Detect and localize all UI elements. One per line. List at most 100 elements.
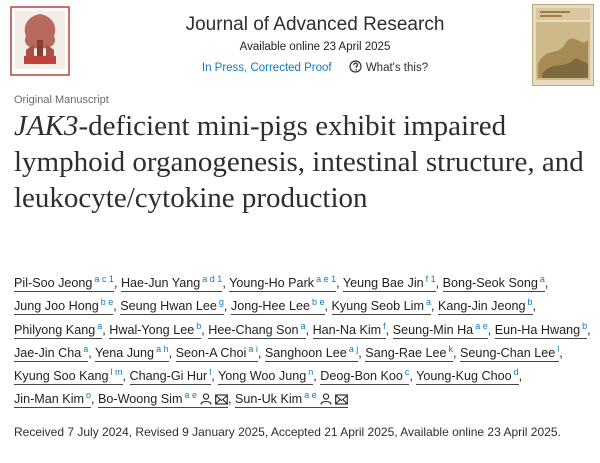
author-name: Deog-Bon Koo: [320, 369, 403, 384]
author: Chang-Gi Hur l,: [129, 368, 215, 386]
article-dates: Received 7 July 2024, Revised 9 January …: [14, 425, 561, 439]
author-name: Sang-Rae Lee: [365, 345, 447, 360]
publisher-logo[interactable]: [10, 6, 70, 76]
icon-shape: [202, 393, 210, 401]
author-name: Jae-Jin Cha: [14, 345, 82, 360]
author-name: Pil-Soo Jeong: [14, 276, 93, 290]
author: Jung Joo Hong b e,: [14, 297, 117, 316]
author-link[interactable]: Jong-Hee Lee b e: [230, 298, 325, 316]
author-link[interactable]: Young-Ho Park a e 1: [229, 274, 337, 292]
author: Philyong Kang a,: [14, 320, 106, 339]
author-affiliation: a: [97, 320, 103, 331]
separator: ,: [409, 369, 413, 384]
author-affiliation: k: [448, 343, 454, 354]
separator: ,: [305, 322, 310, 337]
author-name: Jung Joo Hong: [14, 299, 99, 314]
separator: ,: [91, 392, 95, 407]
author-link[interactable]: Seung-Chan Lee l: [460, 343, 560, 362]
author-name: Jong-Hee Lee: [230, 299, 311, 314]
author: Kyung Soo Kang l m,: [14, 367, 127, 386]
journal-cover[interactable]: [532, 4, 594, 86]
author-name: Seung-Min Ha: [392, 322, 474, 337]
author-link[interactable]: Kyung Seob Lim a: [331, 298, 431, 316]
author-link[interactable]: Deog-Bon Koo c: [320, 368, 410, 386]
author: Sun-Uk Kim a e: [234, 391, 348, 409]
author-link[interactable]: Philyong Kang a: [14, 320, 103, 339]
author-link[interactable]: Hee-Chang Son a: [208, 321, 306, 339]
author-link[interactable]: Yong Woo Jung n: [218, 368, 314, 386]
separator: ,: [122, 369, 127, 384]
separator: ,: [385, 322, 390, 337]
separator: ,: [487, 322, 492, 337]
author-link[interactable]: Yena Jung a h: [95, 343, 169, 362]
author-name: Bo-Woong Sim: [98, 392, 183, 407]
title-italic: JAK3: [14, 110, 79, 142]
author: Yeung Bae Jin f 1,: [342, 275, 439, 292]
separator: ,: [453, 345, 457, 360]
author-affiliation: a: [83, 343, 89, 354]
title-text: -deficient mini-pigs exhibit impaired ly…: [14, 110, 584, 214]
journal-title[interactable]: Journal of Advanced Research: [185, 14, 445, 35]
author-affiliation: a d 1: [202, 274, 223, 284]
author-name: Hee-Chang Son: [208, 322, 299, 337]
author-link[interactable]: Sanghoon Lee a j: [264, 343, 359, 362]
mail-icon[interactable]: [334, 394, 348, 406]
icon-shape: [215, 395, 228, 405]
author-name: Han-Na Kim: [312, 322, 382, 337]
author-link[interactable]: Han-Na Kim f: [312, 321, 386, 339]
author-link[interactable]: Pil-Soo Jeong a c 1: [14, 275, 114, 292]
author-link[interactable]: Bo-Woong Sim a e: [98, 390, 228, 409]
author-link[interactable]: Jung Joo Hong b e: [14, 297, 114, 316]
author-name: Seon-A Choi: [175, 345, 247, 360]
author-link[interactable]: Eun-Ha Hwang b: [494, 321, 588, 339]
author: Kang-Jin Jeong b,: [437, 298, 536, 316]
author-link[interactable]: Seon-A Choi a i: [175, 344, 258, 362]
author-affiliation: a e: [184, 390, 197, 401]
author-link[interactable]: Sun-Uk Kim a e: [234, 391, 348, 409]
author: Seung-Chan Lee l,: [460, 343, 563, 362]
separator: ,: [113, 276, 118, 290]
separator: ,: [201, 322, 205, 337]
person-icon[interactable]: [200, 393, 212, 406]
author-link[interactable]: Chang-Gi Hur l: [129, 368, 212, 386]
author-affiliation: a h: [156, 343, 169, 354]
author-link[interactable]: Seung-Min Ha a e: [392, 321, 488, 339]
author-link[interactable]: Jin-Man Kim o: [14, 391, 91, 409]
author: Pil-Soo Jeong a c 1,: [14, 275, 118, 292]
author-link[interactable]: Hae-Jun Yang a d 1: [120, 274, 223, 292]
separator: ,: [113, 299, 117, 314]
author-name: Chang-Gi Hur: [129, 369, 208, 384]
author: Seung-Min Ha a e,: [392, 321, 492, 339]
mail-icon[interactable]: [215, 394, 228, 406]
author-link[interactable]: Young-Kug Choo d: [416, 368, 519, 386]
author-list: Pil-Soo Jeong a c 1, Hae-Jun Yang a d 1, Y…: [14, 272, 594, 412]
author-link[interactable]: Kang-Jin Jeong b: [437, 298, 533, 316]
author-link[interactable]: Seung Hwan Lee g: [120, 298, 224, 316]
help-link[interactable]: What's this?: [365, 62, 429, 74]
author-link[interactable]: Bong-Seok Song a: [442, 275, 545, 292]
author-name: Yeung Bae Jin: [342, 276, 424, 290]
author: Bo-Woong Sim a e,: [98, 390, 231, 409]
separator: ,: [358, 345, 362, 360]
help-icon[interactable]: [349, 60, 362, 73]
author-affiliation: l m: [110, 367, 123, 378]
author-affiliation: b e: [100, 297, 114, 308]
separator: ,: [222, 276, 226, 290]
author-affiliation: l: [557, 343, 560, 354]
author-name: Seung-Chan Lee: [460, 345, 556, 360]
author-name: Sanghoon Lee: [264, 345, 347, 360]
author-affiliation: a j: [348, 343, 359, 354]
author-affiliation: a e 1: [316, 274, 337, 284]
author: Bong-Seok Song a,: [442, 275, 548, 292]
author-link[interactable]: Yeung Bae Jin f 1: [342, 275, 436, 292]
separator: ,: [313, 369, 317, 384]
status-link[interactable]: In Press, Corrected Proof: [201, 62, 332, 74]
icon-shape: [334, 394, 348, 406]
author: Seung Hwan Lee g,: [120, 298, 227, 316]
author-link[interactable]: Kyung Soo Kang l m: [14, 367, 123, 386]
author-link[interactable]: Sang-Rae Lee k: [365, 343, 454, 362]
author-link[interactable]: Jae-Jin Cha a: [14, 343, 89, 362]
person-icon[interactable]: [320, 393, 332, 406]
author-link[interactable]: Hwal-Yong Lee b: [109, 321, 202, 339]
